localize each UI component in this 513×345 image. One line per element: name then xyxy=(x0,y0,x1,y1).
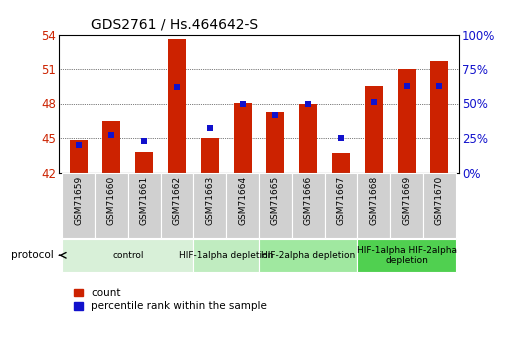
Bar xyxy=(299,104,317,172)
Bar xyxy=(358,239,456,272)
Bar xyxy=(128,172,161,238)
Text: GSM71667: GSM71667 xyxy=(337,176,346,225)
Bar xyxy=(70,140,88,172)
Bar xyxy=(103,121,121,172)
Bar xyxy=(62,239,193,272)
Bar xyxy=(233,103,252,172)
Legend: count, percentile rank within the sample: count, percentile rank within the sample xyxy=(74,288,267,311)
Bar xyxy=(332,153,350,172)
Bar xyxy=(423,172,456,238)
Text: GSM71666: GSM71666 xyxy=(304,176,313,225)
Bar xyxy=(325,172,358,238)
Bar xyxy=(62,172,95,238)
Text: HIF-1alpha HIF-2alpha
depletion: HIF-1alpha HIF-2alpha depletion xyxy=(357,246,457,265)
Bar xyxy=(201,138,219,172)
Bar xyxy=(358,172,390,238)
Bar xyxy=(430,61,448,172)
Text: GSM71662: GSM71662 xyxy=(172,176,182,225)
Text: GSM71668: GSM71668 xyxy=(369,176,379,225)
Text: control: control xyxy=(112,251,144,260)
Bar xyxy=(365,86,383,172)
Bar xyxy=(95,172,128,238)
Text: GSM71664: GSM71664 xyxy=(238,176,247,225)
Bar xyxy=(168,39,186,172)
Bar xyxy=(259,239,358,272)
Text: HIF-2alpha depletion: HIF-2alpha depletion xyxy=(261,251,356,260)
Bar xyxy=(161,172,193,238)
Text: GSM71669: GSM71669 xyxy=(402,176,411,225)
Text: GDS2761 / Hs.464642-S: GDS2761 / Hs.464642-S xyxy=(91,18,258,32)
Text: protocol: protocol xyxy=(11,250,54,260)
Bar xyxy=(292,172,325,238)
Bar xyxy=(398,69,416,172)
Text: GSM71663: GSM71663 xyxy=(205,176,214,225)
Bar xyxy=(390,172,423,238)
Bar xyxy=(193,239,259,272)
Text: GSM71659: GSM71659 xyxy=(74,176,83,225)
Text: GSM71660: GSM71660 xyxy=(107,176,116,225)
Bar xyxy=(266,112,285,172)
Text: HIF-1alpha depletion: HIF-1alpha depletion xyxy=(179,251,273,260)
Text: GSM71670: GSM71670 xyxy=(435,176,444,225)
Text: GSM71661: GSM71661 xyxy=(140,176,149,225)
Bar xyxy=(259,172,292,238)
Bar xyxy=(193,172,226,238)
Bar xyxy=(226,172,259,238)
Bar xyxy=(135,152,153,172)
Text: GSM71665: GSM71665 xyxy=(271,176,280,225)
